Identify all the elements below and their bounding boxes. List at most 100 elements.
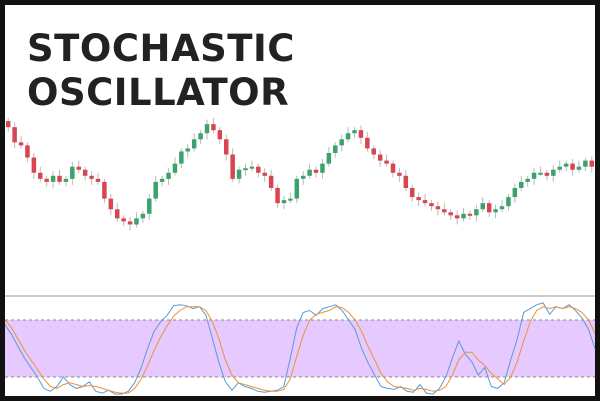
candle-body	[166, 172, 171, 179]
candle-body	[76, 166, 81, 170]
candle-body	[256, 166, 261, 173]
candle-body	[198, 133, 203, 140]
candle-body	[243, 168, 248, 171]
candle-body	[570, 163, 575, 170]
candle-body	[313, 169, 319, 173]
candle-body	[486, 203, 492, 213]
candle-body	[89, 175, 94, 179]
candle-body	[429, 203, 434, 207]
candle-body	[397, 172, 402, 176]
candle-body	[474, 209, 479, 216]
candle-body	[38, 172, 43, 179]
candle-body	[12, 127, 17, 143]
candle-body	[185, 148, 191, 152]
oscillator-band	[5, 320, 595, 377]
candle-body	[153, 181, 158, 199]
candle-body	[358, 130, 364, 138]
candle-body	[300, 175, 306, 179]
candle-body	[294, 178, 300, 199]
candle-body	[217, 130, 223, 140]
candle-body	[480, 203, 486, 210]
candle-body	[249, 166, 255, 169]
candle-body	[422, 200, 428, 204]
candle-body	[512, 187, 518, 198]
price-candlestick-chart	[5, 118, 595, 231]
candle-body	[499, 206, 505, 210]
candle-body	[384, 160, 389, 164]
candle-body	[127, 221, 133, 225]
candle-body	[326, 153, 332, 164]
candle-body	[114, 209, 120, 219]
candle-body	[44, 178, 49, 182]
candle-body	[339, 139, 344, 146]
candle-body	[57, 175, 62, 182]
chart-title: STOCHASTIC OSCILLATOR	[27, 27, 295, 115]
candle-body	[70, 166, 75, 179]
title-line-1: STOCHASTIC	[27, 27, 295, 70]
candle-body	[63, 178, 69, 182]
candle-body	[461, 213, 466, 219]
candle-body	[281, 200, 287, 204]
candle-body	[5, 121, 11, 128]
candle-body	[82, 169, 88, 176]
candle-body	[544, 172, 550, 176]
candle-body	[25, 145, 30, 158]
candle-body	[275, 187, 280, 204]
candle-body	[409, 187, 415, 198]
candle-body	[576, 166, 582, 170]
chart-canvas	[5, 118, 595, 395]
candle-body	[307, 169, 312, 176]
candle-body	[172, 163, 178, 173]
title-line-2: OSCILLATOR	[27, 71, 290, 114]
candle-body	[230, 154, 235, 179]
candle-body	[365, 137, 370, 149]
candle-body	[268, 175, 274, 188]
candle-body	[320, 163, 325, 173]
candle-body	[224, 139, 229, 155]
candle-body	[416, 197, 421, 201]
candle-body	[525, 178, 530, 182]
candle-body	[134, 218, 139, 225]
candle-body	[147, 198, 152, 214]
candle-body	[531, 172, 537, 179]
candle-body	[211, 124, 216, 131]
candle-body	[371, 148, 376, 155]
candle-body	[563, 163, 569, 167]
candle-body	[140, 213, 146, 219]
candle-body	[442, 209, 447, 213]
percent-k-line	[5, 302, 595, 395]
candle-body	[583, 160, 588, 167]
candle-body	[102, 181, 107, 199]
candle-body	[50, 175, 56, 182]
candle-body	[204, 124, 210, 134]
candle-body	[493, 209, 498, 213]
candle-body	[448, 212, 453, 216]
candle-body	[18, 142, 24, 146]
candle-body	[519, 181, 524, 188]
candle-body	[557, 166, 562, 170]
candle-body	[191, 139, 197, 149]
candle-body	[288, 198, 293, 201]
candle-body	[506, 197, 511, 207]
candle-body	[159, 178, 165, 182]
candle-body	[262, 172, 267, 176]
candle-body	[467, 213, 473, 216]
candle-body	[31, 157, 37, 173]
candle-body	[95, 178, 101, 182]
candle-body	[390, 163, 396, 173]
candle-body	[435, 206, 441, 210]
candle-body	[179, 151, 184, 164]
candle-body	[454, 215, 460, 219]
candle-body	[538, 172, 543, 175]
candle-body	[345, 133, 351, 140]
candle-body	[236, 169, 242, 179]
stochastic-oscillator-panel	[5, 302, 595, 395]
candle-body	[377, 154, 383, 161]
candle-body	[108, 198, 114, 210]
candle-body	[121, 218, 126, 222]
candle-body	[403, 175, 409, 188]
percent-d-line	[5, 306, 595, 394]
candle-body	[589, 160, 595, 167]
candle-body	[352, 130, 357, 134]
